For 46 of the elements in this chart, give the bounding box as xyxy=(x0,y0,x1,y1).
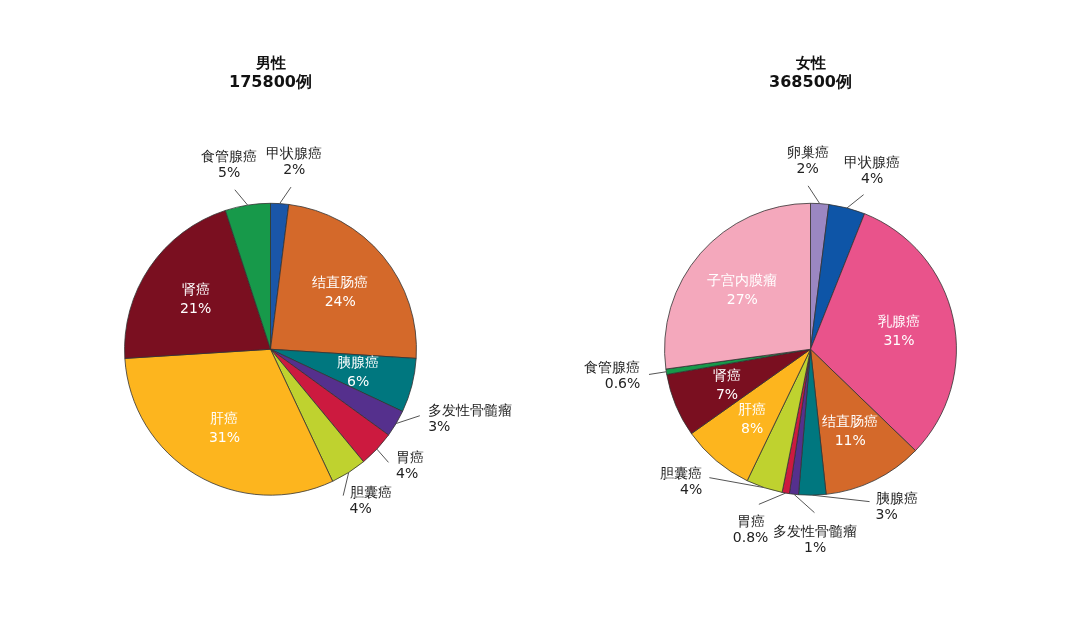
chart-subtitle: 175800例 xyxy=(229,72,312,91)
data-label: 4% xyxy=(349,499,372,516)
slice-label: 胆囊癌 xyxy=(349,483,392,500)
slice-label: 胃癌 xyxy=(736,513,765,530)
chart-subtitle: 368500例 xyxy=(769,72,852,91)
slice-label: 肾癌 xyxy=(181,280,210,297)
data-label: 3% xyxy=(875,505,898,522)
slice-label: 甲状腺癌 xyxy=(266,145,323,162)
slice-label: 多发性骨髓瘤 xyxy=(428,401,513,418)
data-label: 21% xyxy=(180,299,212,316)
data-label: 7% xyxy=(715,385,739,402)
data-label: 1% xyxy=(803,538,827,555)
slice-label: 胃癌 xyxy=(396,449,425,466)
slice-label: 卵巢癌 xyxy=(786,143,829,160)
data-label: 6% xyxy=(347,373,370,390)
slice-label: 肝癌 xyxy=(738,400,767,417)
slice-label: 肾癌 xyxy=(712,366,741,383)
data-label: 0.6% xyxy=(604,375,641,392)
slice-label: 胆囊癌 xyxy=(660,465,703,482)
data-label: 2% xyxy=(283,161,306,178)
data-label: 3% xyxy=(428,417,451,434)
chart-title: 女性 xyxy=(794,54,826,72)
slice-label: 结直肠癌 xyxy=(822,413,879,430)
slice-label: 胰腺癌 xyxy=(337,354,380,371)
data-label: 31% xyxy=(208,428,241,445)
data-label: 31% xyxy=(883,331,915,348)
slice-label: 乳腺癌 xyxy=(877,312,920,329)
data-label: 2% xyxy=(796,159,819,176)
data-label: 24% xyxy=(324,293,356,310)
slice-label: 多发性骨髓瘤 xyxy=(773,522,858,539)
data-label: 4% xyxy=(396,465,419,482)
data-label: 0.8% xyxy=(732,529,769,546)
data-label: 27% xyxy=(726,291,758,308)
data-label: 11% xyxy=(834,431,866,448)
slice-label: 甲状腺癌 xyxy=(844,153,901,170)
data-label: 5% xyxy=(218,164,241,181)
data-label: 4% xyxy=(680,481,703,498)
slice-label: 食管腺癌 xyxy=(201,148,258,165)
slice-label: 子宫内膜瘤 xyxy=(707,272,778,289)
slice-label: 胰腺癌 xyxy=(875,489,918,506)
data-label: 4% xyxy=(861,169,884,186)
data-label: 8% xyxy=(740,419,764,436)
slice-label: 肝癌 xyxy=(210,409,239,426)
slice-label: 食管腺癌 xyxy=(584,359,641,376)
slice-label: 结直肠癌 xyxy=(312,274,369,291)
chart-title: 男性 xyxy=(254,54,286,72)
